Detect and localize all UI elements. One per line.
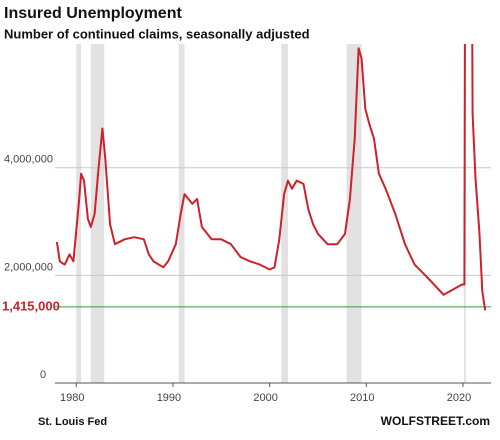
reference-label: 1,415,000 — [2, 298, 60, 313]
chart-title: Insured Unemployment — [4, 5, 182, 22]
y-tick-label: 0 — [40, 369, 46, 381]
x-tick-label: 1990 — [157, 392, 181, 404]
recession-band — [346, 44, 362, 383]
credit: WOLFSTREET.com — [381, 414, 490, 428]
chart-subtitle: Number of continued claims, seasonally a… — [4, 26, 310, 41]
recession-band — [90, 44, 105, 383]
recession-band — [281, 44, 288, 383]
x-tick-label: 1980 — [60, 392, 84, 404]
x-tick-label: 2020 — [447, 392, 471, 404]
x-tick-label: 2010 — [350, 392, 374, 404]
data-line — [55, 44, 487, 311]
y-tick-label: 2,000,000 — [4, 261, 53, 273]
source: St. Louis Fed — [38, 416, 107, 428]
x-tick-label: 2000 — [253, 392, 277, 404]
y-tick-label: 4,000,000 — [4, 154, 53, 166]
plot-area — [55, 44, 487, 311]
